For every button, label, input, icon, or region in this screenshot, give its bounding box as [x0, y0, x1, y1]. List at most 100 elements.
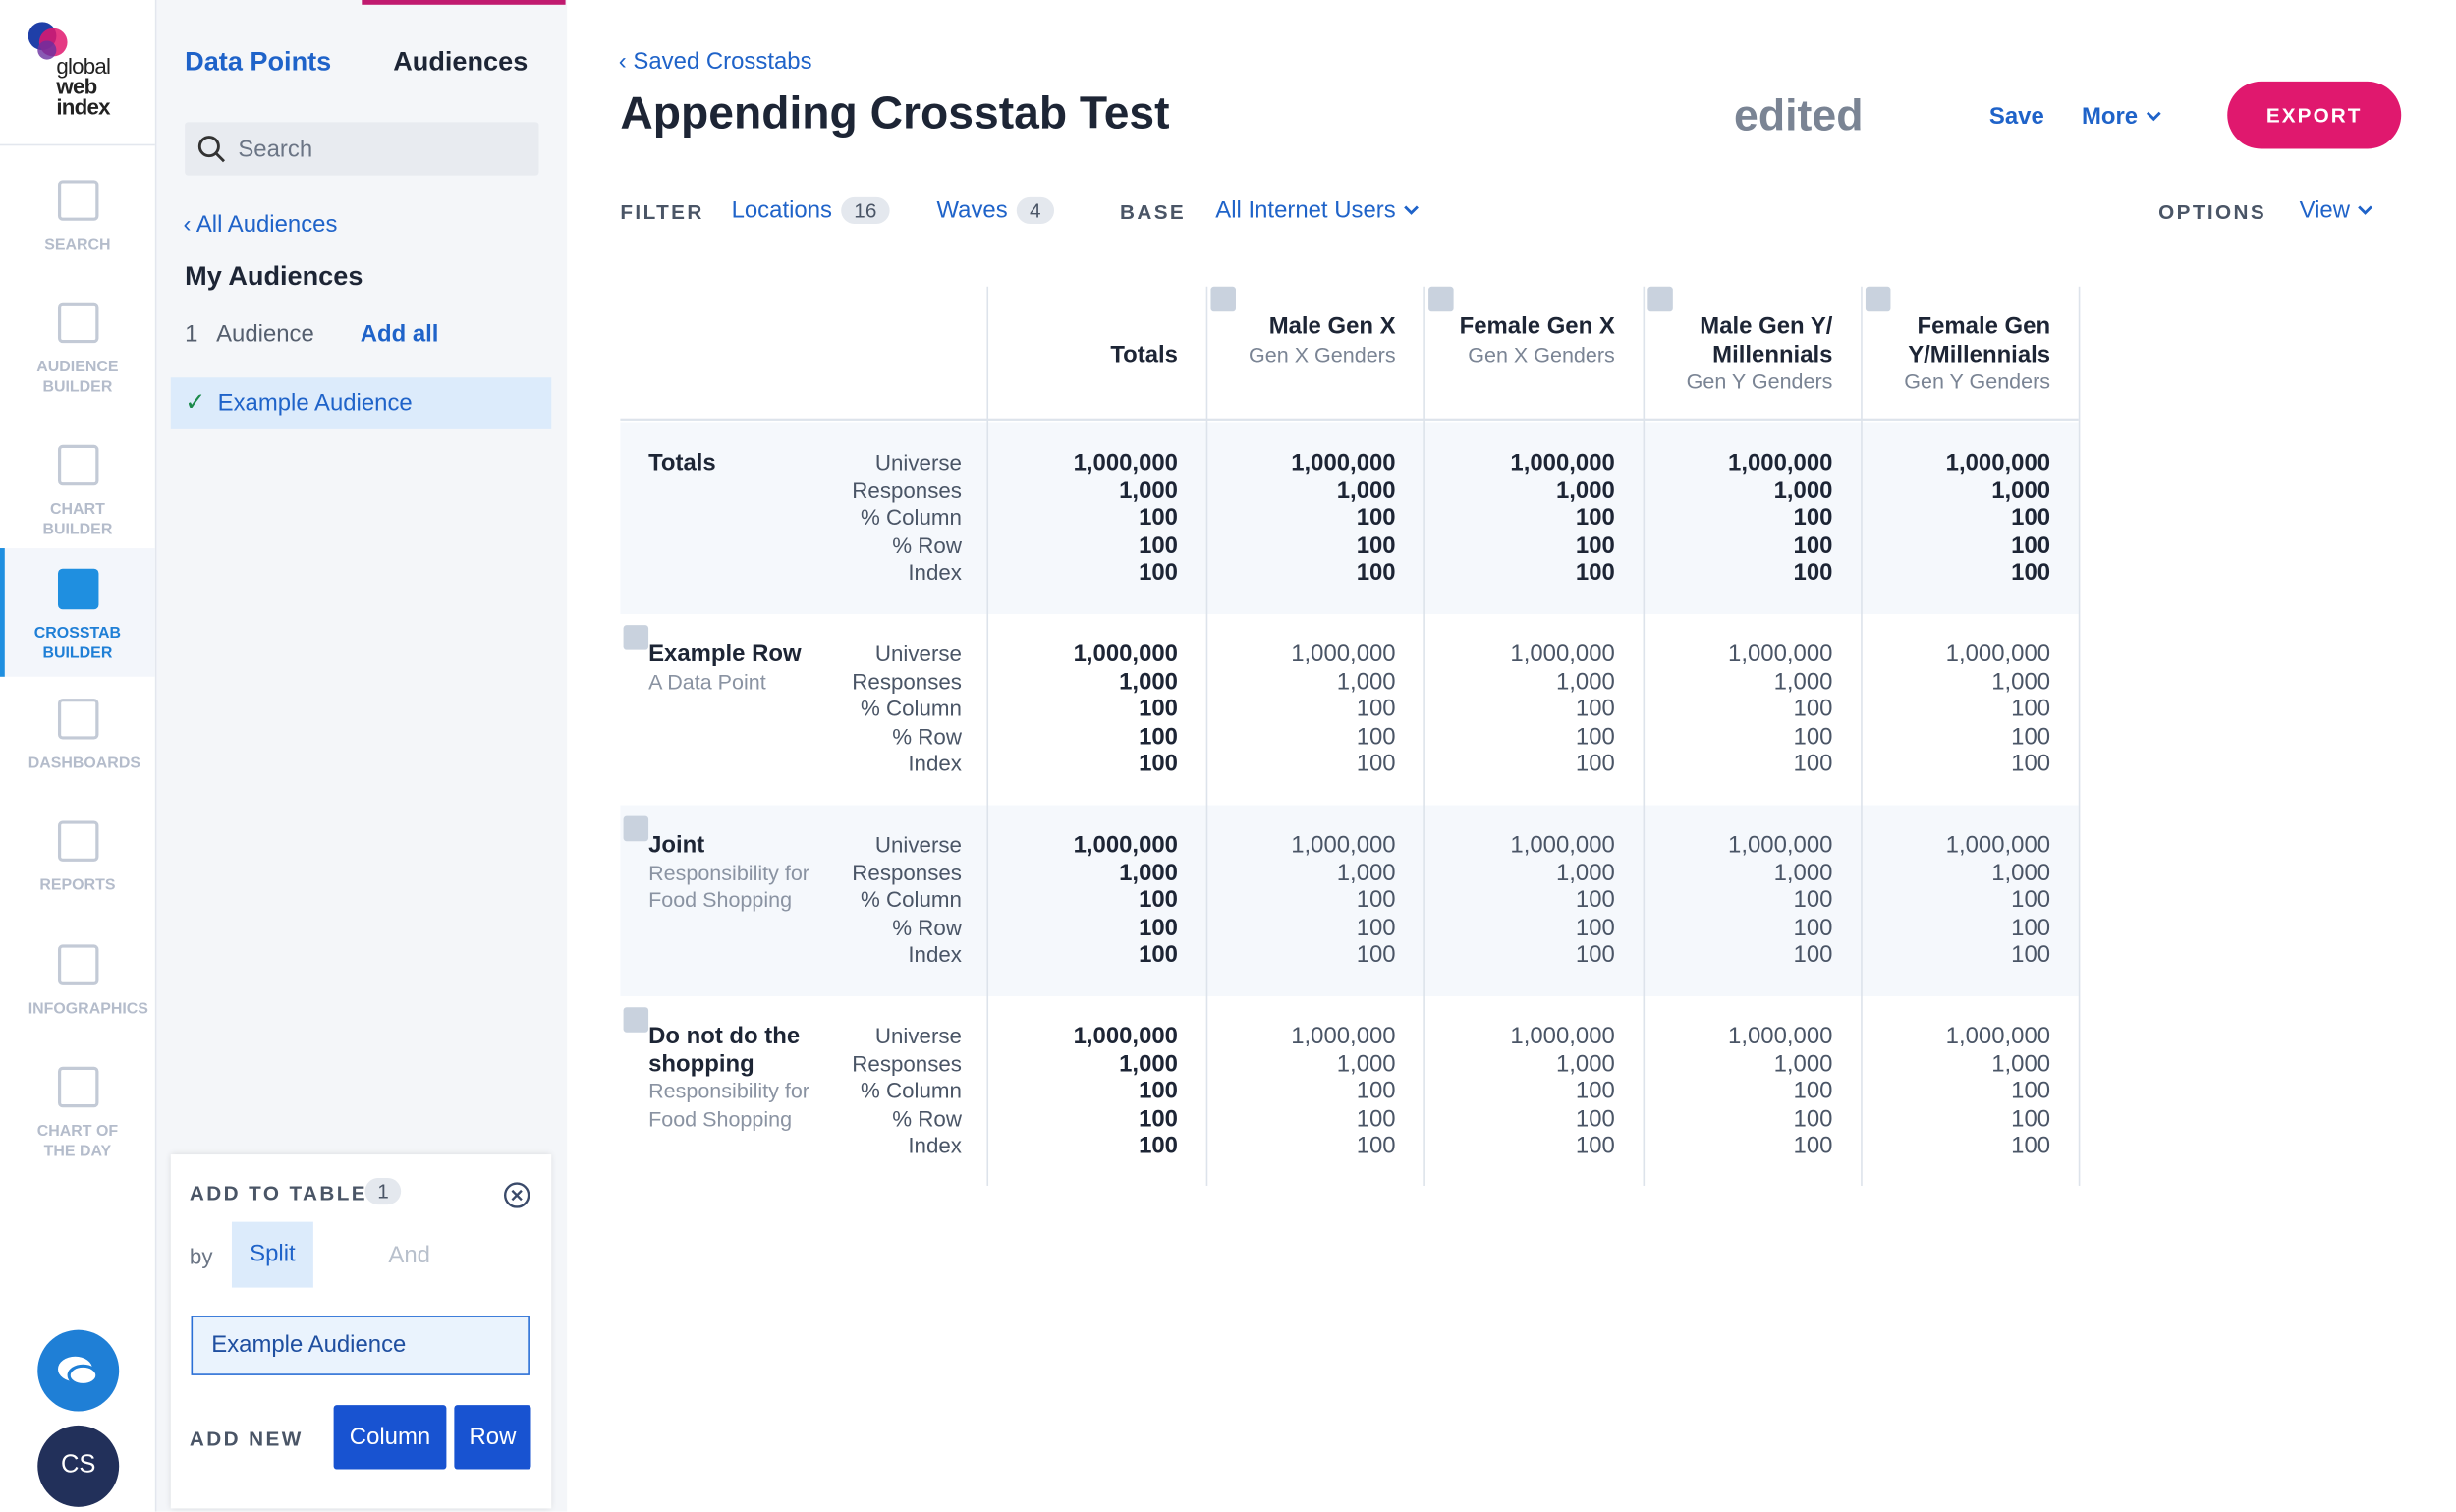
row-button[interactable]: Row — [454, 1405, 531, 1470]
cell-value: 100 — [1793, 559, 1833, 587]
row-checkbox — [623, 625, 649, 650]
filter-text: Locations — [731, 196, 832, 224]
metric-label: Index — [908, 750, 962, 776]
mode[interactable]: Split — [231, 1221, 313, 1288]
more[interactable]: More — [2082, 103, 2163, 130]
metric-label: Index — [908, 941, 962, 967]
column-header: Female Gen X Gen X Genders — [1423, 313, 1615, 368]
cell-value: 100 — [2011, 886, 2051, 914]
avatar[interactable]: CS — [37, 1425, 120, 1507]
nav-icon — [57, 302, 99, 344]
cell-value: 100 — [1356, 914, 1396, 941]
cell-value: 100 — [1139, 504, 1178, 532]
cell-value: 1,000,000 — [1945, 449, 2051, 476]
cell-value: 100 — [1356, 1104, 1396, 1132]
close[interactable] — [503, 1181, 531, 1209]
row-subtitle: Responsibility for Food Shopping — [648, 1079, 809, 1131]
base[interactable]: All Internet Users — [1215, 197, 1421, 224]
back-text: All Audiences — [195, 211, 338, 239]
cell-value: 100 — [1356, 886, 1396, 914]
metric-label: % Row — [892, 532, 962, 557]
cell-value: 100 — [1139, 1077, 1178, 1105]
cell-value: 100 — [1356, 532, 1396, 559]
column-header: Female Gen Y/Millennials Gen Y Genders — [1861, 313, 2050, 396]
filter-item[interactable]: Locations 16 — [731, 196, 890, 224]
mode[interactable]: And — [388, 1242, 430, 1269]
tab[interactable]: Data Points — [185, 46, 332, 78]
nav-icon — [57, 568, 99, 610]
cell-value: 1,000,000 — [1728, 641, 1833, 668]
metric-label: Responses — [852, 476, 962, 503]
back-link[interactable]: ‹ Saved Crosstabs — [618, 48, 812, 76]
audience-item[interactable]: ✓ Example Audience — [170, 377, 552, 429]
cell-value: 1,000 — [1119, 859, 1178, 886]
cell-value: 1,000 — [1991, 1050, 2051, 1078]
cell-value: 100 — [1356, 750, 1396, 777]
save[interactable]: Save — [1988, 103, 2044, 131]
cell-value: 1,000,000 — [1510, 641, 1615, 668]
filter-item[interactable]: Waves 4 — [936, 196, 1054, 224]
logo-mark — [28, 22, 68, 60]
nav-label: SEARCH — [44, 236, 111, 254]
chat-icon — [57, 1356, 99, 1387]
nav-label: CHART BUILDER — [42, 501, 113, 539]
cell-value: 100 — [1356, 559, 1396, 587]
add-all[interactable]: Add all — [360, 320, 439, 348]
cell-value: 1,000,000 — [1728, 1023, 1833, 1050]
cell-value: 100 — [1575, 1132, 1615, 1159]
tab[interactable]: Audiences — [393, 46, 529, 78]
cell-value: 1,000 — [1119, 668, 1178, 696]
cell-value: 100 — [1356, 941, 1396, 969]
cell-value: 100 — [1356, 1077, 1396, 1105]
cell-value: 1,000,000 — [1073, 641, 1178, 668]
cell-value: 1,000,000 — [1073, 831, 1178, 859]
column-title: Male Gen Y/ Millennials — [1700, 312, 1833, 367]
chevron — [1404, 205, 1420, 215]
export-button[interactable]: EXPORT — [2227, 81, 2402, 149]
nav-label: DASHBOARDS — [28, 755, 140, 773]
metric-label: Universe — [874, 449, 962, 476]
filter-label: FILTER — [620, 200, 704, 224]
cell-value: 1,000,000 — [1510, 1023, 1615, 1050]
cell-value: 1,000 — [1119, 476, 1178, 504]
audience-input[interactable]: Example Audience — [191, 1316, 530, 1375]
back-link[interactable]: ‹ All Audiences — [183, 211, 338, 239]
metric-label: Universe — [874, 641, 962, 666]
col-rule — [1423, 286, 1425, 1186]
cell-value: 100 — [1793, 504, 1833, 532]
cell-value: 100 — [1793, 886, 1833, 914]
cell-value: 1,000,000 — [1073, 1023, 1178, 1050]
cell-value: 100 — [2011, 914, 2051, 941]
chat-button[interactable] — [37, 1329, 120, 1412]
metric-label: Responses — [852, 1050, 962, 1076]
cell-value: 100 — [1139, 559, 1178, 587]
column-subtitle: Gen X Genders — [1468, 342, 1615, 366]
column-subtitle: Gen X Genders — [1249, 342, 1396, 366]
view[interactable]: View — [2300, 197, 2375, 224]
cell-value: 1,000 — [1773, 859, 1833, 886]
cell-value: 100 — [1356, 1132, 1396, 1159]
column-checkbox — [1865, 286, 1891, 312]
cell-value: 1,000 — [1773, 1050, 1833, 1078]
cell-value: 100 — [2011, 559, 2051, 587]
cell-value: 100 — [1356, 695, 1396, 723]
search-icon — [197, 136, 226, 163]
cell-value: 1,000 — [1773, 668, 1833, 696]
column-title: Female Gen Y/Millennials — [1908, 312, 2051, 367]
cell-value: 100 — [1793, 914, 1833, 941]
cell-value: 100 — [2011, 1132, 2051, 1159]
metric-label: % Column — [860, 886, 962, 912]
column-button[interactable]: Column — [333, 1405, 447, 1470]
col-rule — [1643, 286, 1646, 1186]
cell-value: 100 — [1793, 722, 1833, 750]
metric-label: Universe — [874, 1023, 962, 1048]
nav-icon — [57, 699, 99, 740]
cell-value: 100 — [1575, 504, 1615, 532]
cell-value: 100 — [1575, 1077, 1615, 1105]
row-title: Do not do the shopping — [648, 1023, 801, 1078]
cell-value: 100 — [1139, 941, 1178, 969]
cell-value: 100 — [1575, 559, 1615, 587]
cell-value: 1,000 — [1991, 668, 2051, 696]
search-box[interactable]: Search — [185, 122, 539, 176]
back-text: Saved Crosstabs — [633, 48, 812, 76]
